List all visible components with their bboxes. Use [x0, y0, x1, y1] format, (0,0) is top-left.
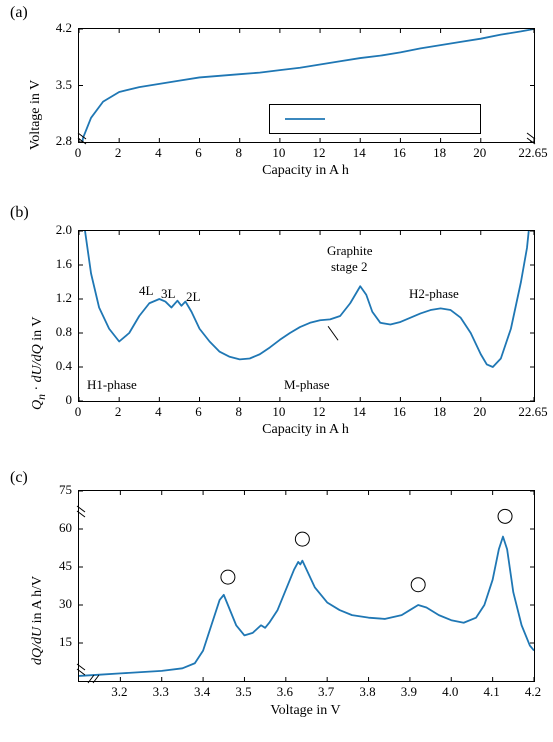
- ann-h2-phase: H2-phase: [409, 286, 459, 302]
- xtick-label: 14: [341, 145, 377, 161]
- xtick-label: 18: [422, 404, 458, 420]
- xtick-label: 3.6: [267, 684, 303, 700]
- xtick-label: 3.8: [350, 684, 386, 700]
- xtick-label: 3.4: [184, 684, 220, 700]
- xtick-label: 4.0: [432, 684, 468, 700]
- panel-b: (b) Qn · dU/dQ in V 4L 3L 2L Graphite st…: [0, 200, 553, 460]
- chart-c: [78, 490, 535, 682]
- chart-c-xlabel: Voltage in V: [78, 703, 533, 719]
- panel-a: (a) Voltage in V Capacity in A h 0246810…: [0, 0, 553, 200]
- ytick-label: 0.4: [38, 358, 72, 374]
- axis-break-icon: [88, 675, 99, 683]
- panel-c-label: (c): [10, 469, 28, 487]
- chart-b: 4L 3L 2L Graphite stage 2 H2-phase H1-ph…: [78, 230, 535, 402]
- xtick-label: 10: [261, 404, 297, 420]
- axis-break-icon: [77, 506, 85, 517]
- xtick-label: 3.9: [391, 684, 427, 700]
- ytick-label: 30: [38, 596, 72, 612]
- xtick-label: 22.65: [515, 404, 551, 420]
- panel-c: (c) dQ/dU in A h/V Voltage in V 3.2 3.3 3.…: [0, 465, 553, 742]
- ann-h1-phase: H1-phase: [87, 377, 137, 393]
- chart-c-ylabel: dQ/dU in A h/V: [30, 576, 46, 665]
- xtick-label: 8: [221, 145, 257, 161]
- xtick-label: 8: [221, 404, 257, 420]
- ann-4L: 4L: [139, 283, 153, 299]
- chart-b-xlabel: Capacity in A h: [78, 422, 533, 438]
- ytick-label: 45: [38, 558, 72, 574]
- ann-m-phase: M-phase: [284, 377, 330, 393]
- xtick-label: 6: [181, 404, 217, 420]
- peak-circle-icon: [498, 509, 512, 523]
- ytick-label: 2.0: [38, 222, 72, 238]
- xtick-label: 6: [181, 145, 217, 161]
- ytick-label: 4.2: [38, 20, 72, 36]
- xtick-label: 16: [381, 145, 417, 161]
- ann-3L: 3L: [161, 286, 175, 302]
- panel-a-label: (a): [10, 4, 28, 22]
- ann-graphite-1: Graphite: [327, 243, 372, 259]
- ytick-label: 1.2: [38, 290, 72, 306]
- peak-circle-icon: [221, 570, 235, 584]
- xtick-label: 2: [100, 145, 136, 161]
- ytick-label: 75: [38, 482, 72, 498]
- page: (a) Voltage in V Capacity in A h 0246810…: [0, 0, 553, 742]
- xtick-label: 14: [341, 404, 377, 420]
- xtick-label: 3.3: [143, 684, 179, 700]
- xtick-label: 2: [100, 404, 136, 420]
- xtick-label: 22.65: [515, 145, 551, 161]
- xtick-label: 3.7: [308, 684, 344, 700]
- ann-graphite-2: stage 2: [331, 259, 367, 275]
- panel-b-label: (b): [10, 204, 29, 222]
- ytick-label: 3.5: [38, 77, 72, 93]
- xtick-label: 4: [140, 145, 176, 161]
- ytick-label: 1.6: [38, 256, 72, 272]
- ann-2L: 2L: [186, 289, 200, 305]
- xtick-label: 16: [381, 404, 417, 420]
- peak-circle-icon: [295, 532, 309, 546]
- xtick-label: 12: [301, 145, 337, 161]
- ytick-label: 0: [38, 392, 72, 408]
- xtick-label: 18: [422, 145, 458, 161]
- chart-a: [78, 28, 535, 143]
- series-line: [79, 180, 534, 367]
- pointer-line: [328, 326, 338, 340]
- xtick-label: 20: [462, 404, 498, 420]
- xtick-label: 12: [301, 404, 337, 420]
- chart-a-xlabel: Capacity in A h: [78, 163, 533, 179]
- xtick-label: 3.5: [225, 684, 261, 700]
- axis-break-icon: [77, 664, 85, 675]
- series-line: [79, 537, 534, 676]
- xtick-label: 3.2: [101, 684, 137, 700]
- xtick-label: 4: [140, 404, 176, 420]
- xtick-label: 4.1: [474, 684, 510, 700]
- ytick-label: 0.8: [38, 324, 72, 340]
- xtick-label: 4.2: [515, 684, 551, 700]
- ytick-label: 2.8: [38, 133, 72, 149]
- ytick-label: 60: [38, 520, 72, 536]
- xtick-label: 20: [462, 145, 498, 161]
- peak-circle-icon: [411, 578, 425, 592]
- chart-a-legend: [269, 104, 481, 134]
- ytick-label: 15: [38, 634, 72, 650]
- xtick-label: 10: [261, 145, 297, 161]
